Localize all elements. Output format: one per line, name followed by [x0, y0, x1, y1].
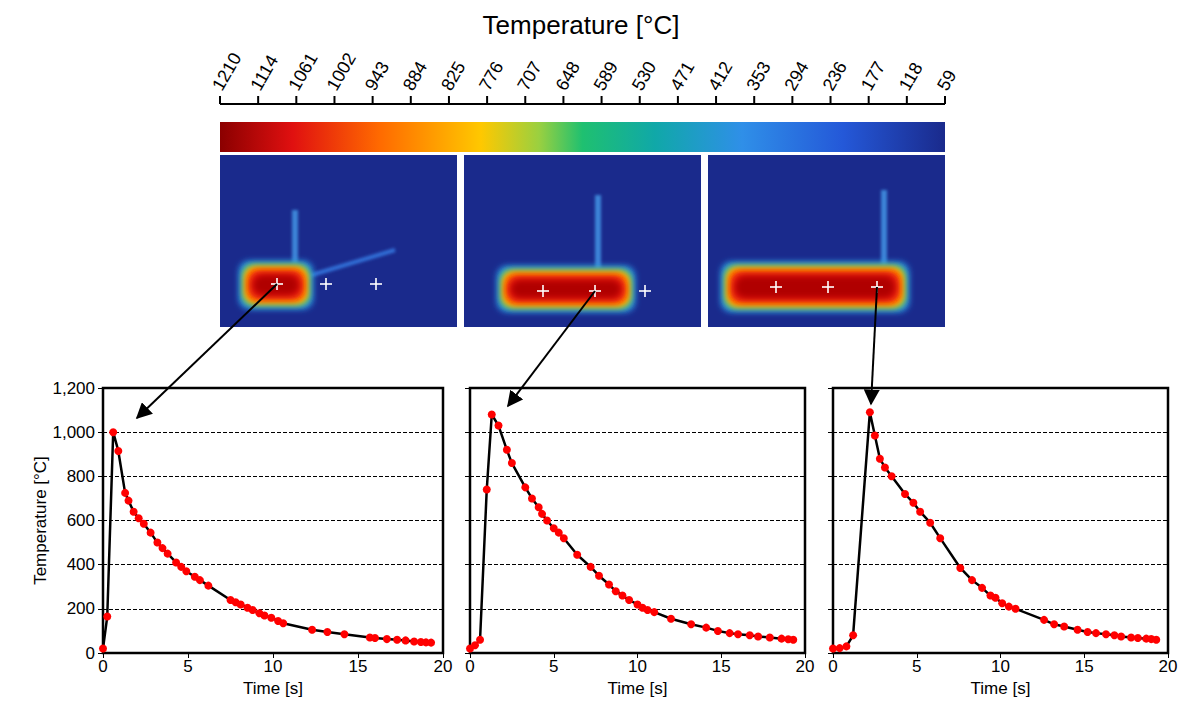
svg-text:1,200: 1,200 — [52, 379, 95, 398]
svg-text:15: 15 — [349, 657, 368, 676]
svg-text:59: 59 — [933, 67, 960, 94]
svg-text:Time [s]: Time [s] — [608, 679, 668, 698]
svg-text:943: 943 — [361, 58, 393, 94]
svg-text:0: 0 — [86, 644, 95, 663]
svg-text:20: 20 — [434, 657, 453, 676]
svg-text:1114: 1114 — [246, 52, 282, 94]
svg-text:707: 707 — [513, 58, 545, 94]
svg-text:20: 20 — [796, 657, 815, 676]
svg-text:294: 294 — [781, 58, 813, 94]
svg-text:0: 0 — [98, 657, 107, 676]
svg-text:1,000: 1,000 — [52, 423, 95, 442]
svg-text:800: 800 — [67, 467, 95, 486]
svg-text:1210: 1210 — [208, 49, 245, 94]
svg-text:118: 118 — [895, 59, 927, 94]
svg-text:648: 648 — [552, 58, 584, 94]
svg-text:Time [s]: Time [s] — [971, 679, 1031, 698]
svg-text:10: 10 — [628, 657, 647, 676]
svg-text:Temperature [°C]: Temperature [°C] — [31, 456, 50, 585]
svg-text:5: 5 — [912, 657, 921, 676]
svg-text:0: 0 — [465, 657, 474, 676]
svg-text:15: 15 — [1075, 657, 1094, 676]
svg-text:0: 0 — [828, 657, 837, 676]
svg-text:200: 200 — [67, 599, 95, 618]
svg-text:1002: 1002 — [323, 49, 360, 94]
svg-text:177: 177 — [857, 58, 889, 94]
svg-text:825: 825 — [437, 58, 469, 94]
svg-text:353: 353 — [742, 58, 774, 94]
svg-text:884: 884 — [399, 58, 431, 94]
svg-text:1061: 1061 — [284, 49, 321, 94]
svg-text:589: 589 — [590, 58, 622, 94]
svg-text:15: 15 — [712, 657, 731, 676]
svg-text:530: 530 — [628, 58, 660, 94]
svg-text:236: 236 — [819, 58, 851, 94]
svg-text:10: 10 — [264, 657, 283, 676]
svg-text:400: 400 — [67, 555, 95, 574]
svg-text:5: 5 — [183, 657, 192, 676]
svg-text:10: 10 — [991, 657, 1010, 676]
svg-text:412: 412 — [704, 58, 736, 94]
svg-text:20: 20 — [1159, 657, 1178, 676]
svg-text:776: 776 — [475, 58, 507, 94]
svg-text:600: 600 — [67, 511, 95, 530]
svg-text:471: 471 — [666, 58, 698, 94]
svg-text:5: 5 — [549, 657, 558, 676]
svg-text:Time [s]: Time [s] — [243, 679, 303, 698]
svg-text:Temperature [°C]: Temperature [°C] — [483, 10, 680, 40]
